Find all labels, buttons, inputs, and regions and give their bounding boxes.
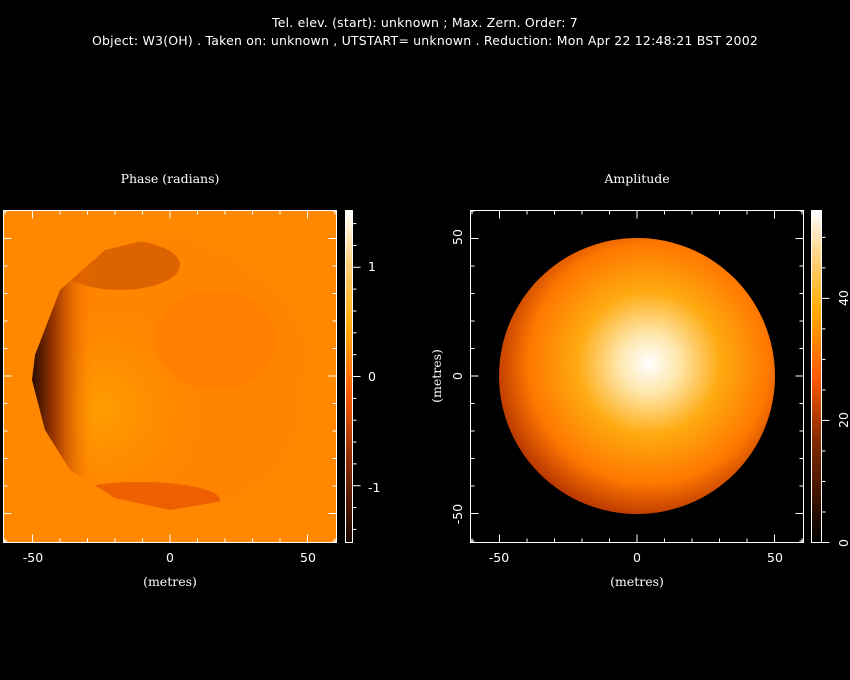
- amplitude-xtick-label: 0: [633, 550, 641, 565]
- amplitude-axis-ticks: [470, 210, 804, 543]
- amplitude-ylabel: (metres): [429, 349, 444, 403]
- phase-cb-label: 1: [368, 259, 376, 274]
- amplitude-ytick-label: 0: [450, 372, 465, 380]
- amplitude-cb-label: 0: [836, 539, 850, 547]
- phase-xtick-label: 50: [300, 550, 316, 565]
- phase-axis-ticks: [3, 210, 337, 543]
- amplitude-disk: [499, 238, 775, 514]
- header-line-1: Tel. elev. (start): unknown ; Max. Zern.…: [272, 15, 578, 30]
- amplitude-cb-label: 40: [836, 290, 850, 306]
- phase-colorbar-ticks: [352, 223, 361, 530]
- amplitude-title: Amplitude: [603, 171, 669, 186]
- phase-xtick-label: -50: [23, 550, 43, 565]
- amplitude-xtick-label: -50: [489, 550, 509, 565]
- amplitude-xtick-label: 50: [767, 550, 783, 565]
- phase-cb-label: 0: [368, 369, 376, 384]
- amplitude-colorbar: [811, 210, 822, 543]
- phase-xlabel: (metres): [143, 574, 197, 589]
- amplitude-ytick-label: -50: [450, 504, 465, 524]
- header-line-2: Object: W3(OH) . Taken on: unknown , UTS…: [91, 33, 758, 48]
- amplitude-colorbar-ticks: [821, 236, 830, 543]
- amplitude-xlabel: (metres): [610, 574, 664, 589]
- phase-title: Phase (radians): [121, 171, 220, 186]
- amplitude-cb-label: 20: [836, 412, 850, 428]
- amplitude-ytick-label: 50: [450, 229, 465, 245]
- phase-xtick-label: 0: [166, 550, 174, 565]
- phase-cb-label: -1: [368, 480, 380, 495]
- phase-colorbar: [345, 210, 353, 543]
